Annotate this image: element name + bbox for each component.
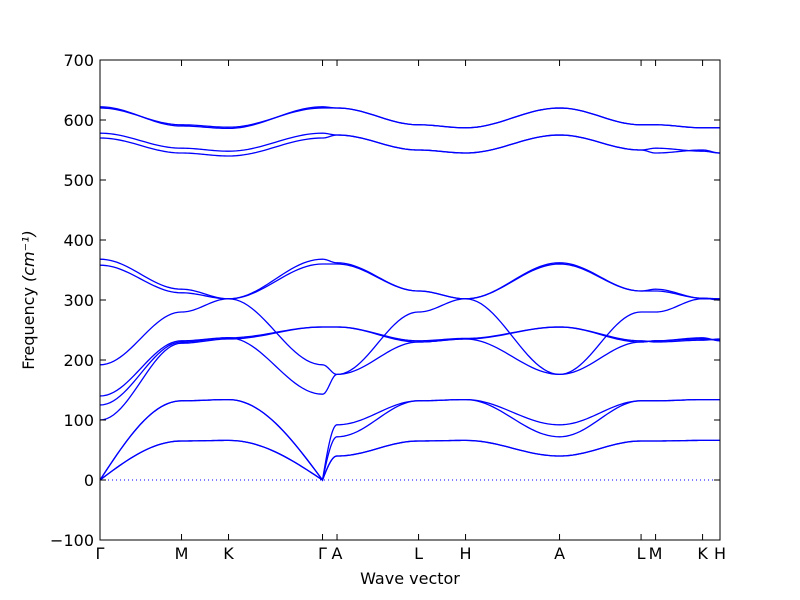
y-tick-label: 600 <box>63 111 94 130</box>
x-tick-label: A <box>332 544 343 563</box>
phonon-band-1 <box>99 439 720 481</box>
x-tick-label: K <box>697 544 708 563</box>
y-tick-label: 500 <box>63 171 94 190</box>
y-axis-label-unit: (cm⁻¹) <box>19 230 38 282</box>
x-axis-label: Wave vector <box>360 569 460 588</box>
y-tick-label: 0 <box>84 471 94 490</box>
phonon-band-2 <box>99 439 720 481</box>
y-tick-label: 400 <box>63 231 94 250</box>
phonon-band-9 <box>99 263 721 301</box>
phonon-band-10 <box>99 258 720 300</box>
y-tick-label: 300 <box>63 291 94 310</box>
phonon-band-14 <box>99 106 720 130</box>
x-tick-label: H <box>714 544 726 563</box>
x-tick-label: M <box>649 544 663 563</box>
y-tick-label: −100 <box>50 531 94 550</box>
phonon-band-3 <box>99 398 720 482</box>
phonon-band-6 <box>99 326 721 406</box>
x-tick-label: H <box>460 544 472 563</box>
plot-frame <box>99 59 721 541</box>
y-tick-label: 100 <box>63 411 94 430</box>
x-tick-label: L <box>637 544 646 563</box>
x-tick-label: Γ <box>96 544 105 563</box>
phonon-band-12 <box>99 132 721 154</box>
y-tick-label: 700 <box>63 51 94 70</box>
plot-area <box>99 106 721 482</box>
x-tick-label: Γ <box>318 544 327 563</box>
x-tick-label: K <box>223 544 234 563</box>
y-axis-label: Frequency (cm⁻¹) <box>19 230 38 369</box>
phonon-band-8 <box>99 298 720 376</box>
x-tick-label: L <box>414 544 423 563</box>
x-tick-label: M <box>175 544 189 563</box>
phonon-band-11 <box>99 134 721 157</box>
x-tick-label: A <box>554 544 565 563</box>
phonon-band-7 <box>99 337 721 397</box>
y-tick-label: 200 <box>63 351 94 370</box>
phonon-band-4 <box>99 398 720 482</box>
y-axis: −100 0 100 200 300 400 500 600 700 <box>50 51 720 550</box>
y-axis-label-text: Frequency <box>19 287 38 370</box>
